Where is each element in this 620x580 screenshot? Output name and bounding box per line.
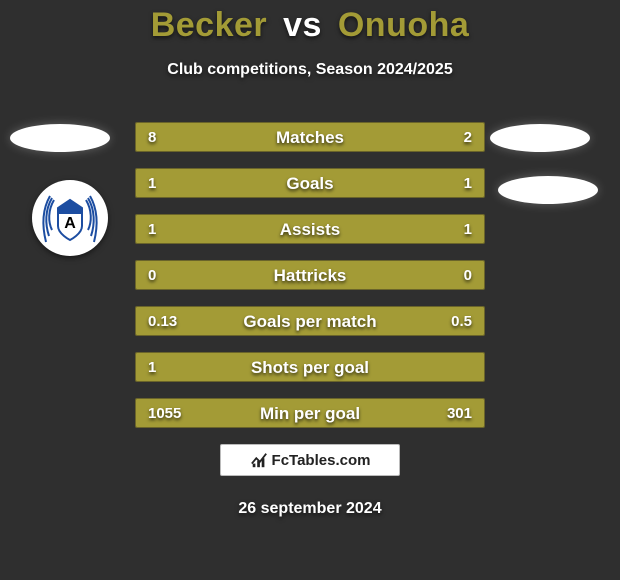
stat-value-left: 0.13 [148,307,177,336]
stat-bars: Matches82Goals11Assists11Hattricks00Goal… [135,122,485,444]
stat-row: Goals1 1 [135,168,485,198]
right-player-oval [490,124,590,152]
stat-label: Goals per match [136,307,484,336]
source-badge: FcTables.com [220,444,400,476]
stat-value-left: 1 [148,353,156,382]
stat-label: Matches [136,123,484,152]
player2-name: Onuoha [338,6,469,44]
stat-row: Matches8 2 [135,122,485,152]
stat-value-right: 1 [464,215,472,244]
stat-value-right: 1 [464,169,472,198]
stat-value-right: 2 [464,123,472,152]
stat-value-left: 1055 [148,399,181,428]
stat-label: Min per goal [136,399,484,428]
svg-text:A: A [64,215,76,232]
stat-value-right: 0 [464,261,472,290]
crest-icon: A [36,184,104,252]
stat-value-left: 1 [148,215,156,244]
vs-text: vs [283,6,322,44]
stat-value-left: 8 [148,123,156,152]
right-club-oval [498,176,598,204]
stat-row: Shots per goal1 [135,352,485,382]
stat-label: Hattricks [136,261,484,290]
stat-value-left: 1 [148,169,156,198]
stat-row: Hattricks0 0 [135,260,485,290]
stat-row: Assists1 1 [135,214,485,244]
stat-row: Min per goal1055 301 [135,398,485,428]
stat-value-right: 0.5 [451,307,472,336]
stat-label: Goals [136,169,484,198]
stat-value-right: 301 [447,399,472,428]
stat-label: Assists [136,215,484,244]
stat-value-left: 0 [148,261,156,290]
left-player-oval [10,124,110,152]
comparison-card: Becker vs Onuoha Club competitions, Seas… [0,0,620,580]
title: Becker vs Onuoha [0,0,620,45]
subtitle: Club competitions, Season 2024/2025 [0,61,620,79]
chart-icon [250,451,268,469]
stat-row: Goals per match0.13 0.5 [135,306,485,336]
source-text: FcTables.com [272,452,371,469]
club-crest: A [32,180,108,256]
date-text: 26 september 2024 [0,500,620,518]
player1-name: Becker [151,6,267,44]
stat-label: Shots per goal [136,353,484,382]
